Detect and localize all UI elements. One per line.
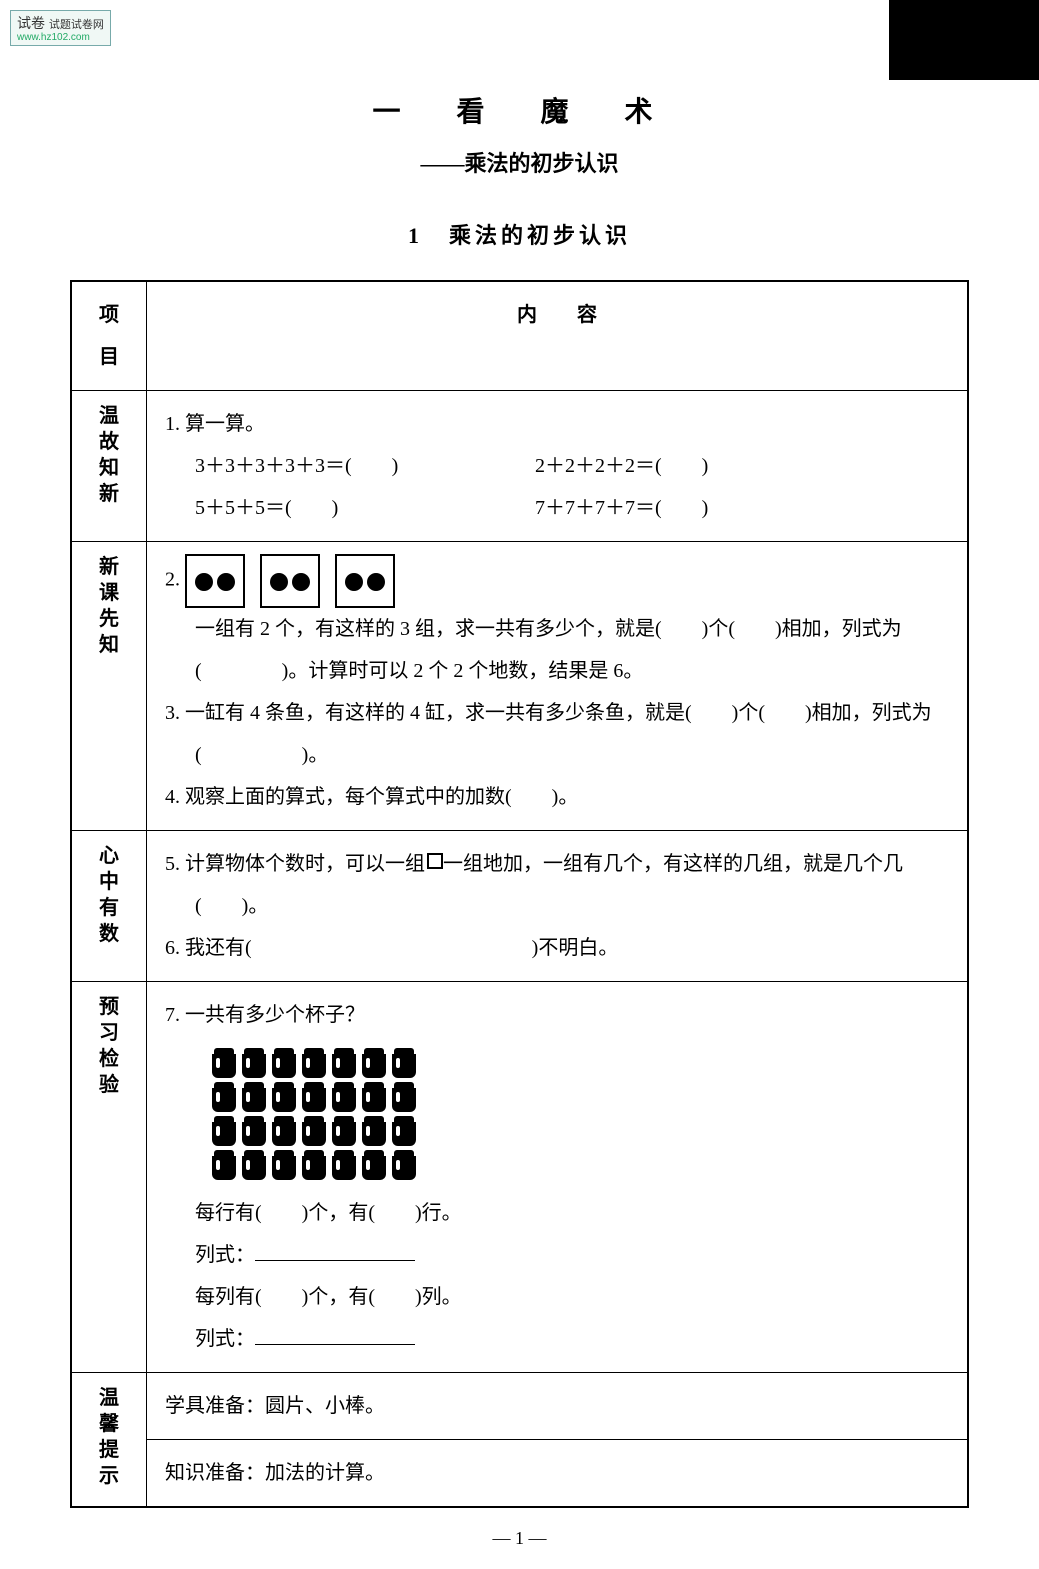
cup-row: [209, 1080, 419, 1114]
dot-icon: [292, 573, 310, 591]
cup-icon: [271, 1082, 297, 1112]
cup-icon: [361, 1150, 387, 1180]
row-tips: 温馨提示 学具准备：圆片、小棒。: [71, 1373, 968, 1440]
dot-icon: [367, 573, 385, 591]
dot-icon: [195, 573, 213, 591]
cup-icon: [331, 1116, 357, 1146]
cup-icon: [361, 1048, 387, 1078]
cup-icon: [211, 1116, 237, 1146]
tips-a: 学具准备：圆片、小棒。: [147, 1373, 969, 1440]
header-col2: 内 容: [147, 281, 969, 391]
cup-row: [209, 1148, 419, 1182]
cup-icon: [211, 1082, 237, 1112]
cup-icon: [331, 1150, 357, 1180]
q7-lined: 列式：: [165, 1318, 949, 1360]
table-header-row: 项目 内 容: [71, 281, 968, 391]
q1-d: 7＋7＋7＋7＝( ): [535, 487, 708, 529]
q2-num: 2.: [165, 569, 180, 591]
cup-icon: [391, 1150, 417, 1180]
q3: 3. 一缸有 4 条鱼，有这样的 4 缸，求一共有多少条鱼，就是( )个( )相…: [165, 692, 949, 734]
row-review: 温故知新 1. 算一算。 3＋3＋3＋3＋3＝( ) 2＋2＋2＋2＝( ) 5…: [71, 391, 968, 542]
dot-icon: [270, 573, 288, 591]
dots-figure: [185, 554, 405, 608]
dot-group: [335, 554, 395, 608]
page: 一 看 魔 术 ——乘法的初步认识 1 乘法的初步认识 项目 内 容 温故知新 …: [0, 0, 1039, 1569]
q7-linea: 每行有( )个，有( )行。: [165, 1192, 949, 1234]
subtitle: ——乘法的初步认识: [70, 146, 969, 178]
q7-linec: 每列有( )个，有( )列。: [165, 1276, 949, 1318]
cup-grid: [205, 1042, 423, 1186]
cup-icon: [361, 1116, 387, 1146]
subtitle-text: 乘法的初步认识: [464, 151, 618, 176]
row-mind-label: 心中有数: [71, 831, 147, 982]
row-review-content: 1. 算一算。 3＋3＋3＋3＋3＝( ) 2＋2＋2＋2＝( ) 5＋5＋5＝…: [147, 391, 969, 542]
dot-group: [185, 554, 245, 608]
cup-icon: [301, 1150, 327, 1180]
q3b: ( )。: [165, 734, 949, 776]
dot-icon: [345, 573, 363, 591]
row-newlesson: 新课先知 2. 一组有 2 个，有这样的 3 组，求一共有多少个，就是( )个(…: [71, 542, 968, 831]
cup-icon: [301, 1048, 327, 1078]
cup-icon: [241, 1082, 267, 1112]
cup-icon: [301, 1116, 327, 1146]
cup-icon: [391, 1048, 417, 1078]
q1-c: 5＋5＋5＝( ): [165, 487, 535, 529]
row-tips-2: 知识准备：加法的计算。: [71, 1440, 968, 1508]
row-mind: 心中有数 5. 计算物体个数时，可以一组一组地加，一组有几个，有这样的几组，就是…: [71, 831, 968, 982]
q2-line2: ( )。计算时可以 2 个 2 个地数，结果是 6。: [165, 650, 949, 692]
footnote-marker-icon: [427, 853, 443, 869]
dot-group: [260, 554, 320, 608]
row-newlesson-label: 新课先知: [71, 542, 147, 831]
q7-lineb: 列式：: [165, 1234, 949, 1276]
cup-icon: [331, 1048, 357, 1078]
row-preview-content: 7. 一共有多少个杯子？ 每行有( )个，有( )行。: [147, 982, 969, 1373]
cup-icon: [391, 1082, 417, 1112]
q5c: ( )。: [165, 885, 949, 927]
q1-lead: 1. 算一算。: [165, 403, 949, 445]
subtitle-dash: ——: [420, 151, 464, 176]
cup-icon: [241, 1150, 267, 1180]
blank-line: [255, 1324, 415, 1345]
cup-icon: [301, 1082, 327, 1112]
q5a: 5. 计算物体个数时，可以一组: [165, 853, 425, 875]
cup-icon: [271, 1048, 297, 1078]
cup-icon: [331, 1082, 357, 1112]
q5b: 一组地加，一组有几个，有这样的几组，就是几个几: [443, 853, 903, 875]
page-number: — 1 —: [70, 1528, 969, 1549]
cup-icon: [241, 1116, 267, 1146]
cup-icon: [271, 1116, 297, 1146]
row-review-label: 温故知新: [71, 391, 147, 542]
cup-icon: [361, 1082, 387, 1112]
row-preview-label: 预习检验: [71, 982, 147, 1373]
cup-icon: [391, 1116, 417, 1146]
main-title: 一 看 魔 术: [70, 90, 969, 130]
row-newlesson-content: 2. 一组有 2 个，有这样的 3 组，求一共有多少个，就是( )个( )相加，…: [147, 542, 969, 831]
cup-icon: [211, 1048, 237, 1078]
q2-line1: 一组有 2 个，有这样的 3 组，求一共有多少个，就是( )个( )相加，列式为: [165, 608, 949, 650]
q4: 4. 观察上面的算式，每个算式中的加数( )。: [165, 776, 949, 818]
q1-a: 3＋3＋3＋3＋3＝( ): [165, 445, 535, 487]
row-preview: 预习检验 7. 一共有多少个杯子？ 每: [71, 982, 968, 1373]
cup-row: [209, 1114, 419, 1148]
q6: 6. 我还有( )不明白。: [165, 927, 949, 969]
row-mind-content: 5. 计算物体个数时，可以一组一组地加，一组有几个，有这样的几组，就是几个几 (…: [147, 831, 969, 982]
cup-row: [209, 1046, 419, 1080]
worksheet-table: 项目 内 容 温故知新 1. 算一算。 3＋3＋3＋3＋3＝( ) 2＋2＋2＋…: [70, 280, 969, 1508]
q1-b: 2＋2＋2＋2＝( ): [535, 445, 708, 487]
cup-icon: [241, 1048, 267, 1078]
row-tips-label: 温馨提示: [71, 1373, 147, 1508]
q7: 7. 一共有多少个杯子？: [165, 994, 949, 1036]
cup-icon: [211, 1150, 237, 1180]
section-title: 1 乘法的初步认识: [70, 218, 969, 250]
header-col1: 项目: [71, 281, 147, 391]
cup-icon: [271, 1150, 297, 1180]
dot-icon: [217, 573, 235, 591]
blank-line: [255, 1240, 415, 1261]
tips-b: 知识准备：加法的计算。: [147, 1440, 969, 1508]
